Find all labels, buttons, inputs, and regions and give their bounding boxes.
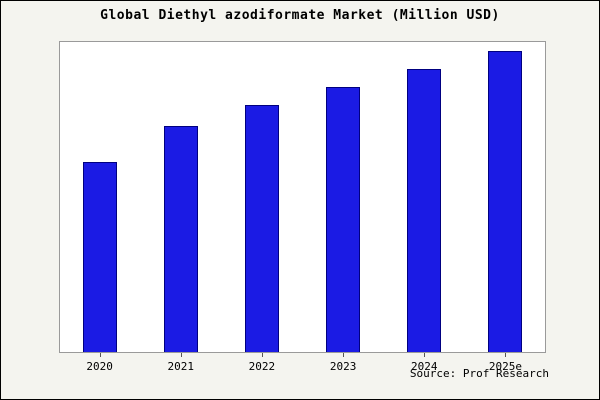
tick-mark xyxy=(424,353,426,357)
bar-slot xyxy=(302,42,383,352)
source-note: Source: Prof Research xyxy=(409,367,549,380)
tick-mark xyxy=(261,353,263,357)
x-axis: 2020 2021 2022 2023 2024 2025e xyxy=(59,353,546,373)
tick-mark xyxy=(180,353,182,357)
x-tick-label-2023: 2023 xyxy=(303,353,384,373)
x-tick-label-2021: 2021 xyxy=(140,353,221,373)
x-tick-label-2024: 2024 xyxy=(384,353,465,373)
plot-area xyxy=(59,41,546,353)
bar-slot xyxy=(60,42,141,352)
tick-mark xyxy=(99,353,101,357)
bar-2022 xyxy=(245,105,280,352)
x-tick-label-2025e: 2025e xyxy=(465,353,546,373)
bar-slot xyxy=(141,42,222,352)
tick-mark xyxy=(343,353,345,357)
bar-2024 xyxy=(406,69,441,352)
bars xyxy=(60,42,545,352)
bar-2020 xyxy=(83,162,118,352)
bar-slot xyxy=(222,42,303,352)
bar-2025e xyxy=(487,51,522,352)
bar-slot xyxy=(383,42,464,352)
bar-2023 xyxy=(325,87,360,352)
bar-2021 xyxy=(164,126,199,352)
chart-title: Global Diethyl azodiformate Market (Mill… xyxy=(100,8,500,23)
x-tick-label-2022: 2022 xyxy=(221,353,302,373)
x-tick-label-2020: 2020 xyxy=(59,353,140,373)
bar-slot xyxy=(464,42,545,352)
tick-mark xyxy=(505,353,507,357)
